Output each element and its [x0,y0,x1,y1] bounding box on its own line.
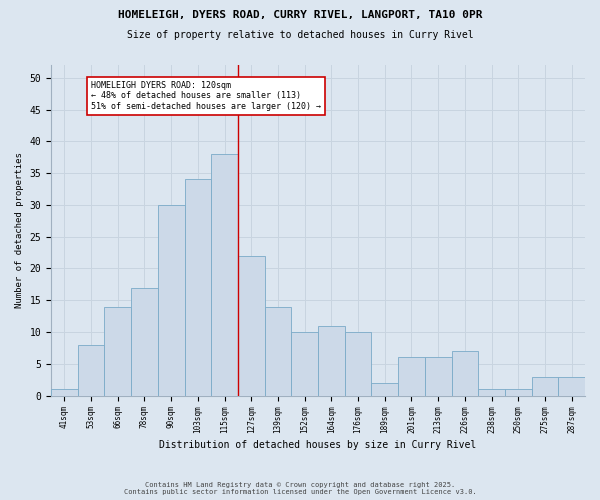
Text: Size of property relative to detached houses in Curry Rivel: Size of property relative to detached ho… [127,30,473,40]
Bar [78,344,104,396]
Bar [371,383,398,396]
X-axis label: Distribution of detached houses by size in Curry Rivel: Distribution of detached houses by size … [160,440,476,450]
Bar [398,358,425,396]
Bar [104,306,131,396]
Text: HOMELEIGH, DYERS ROAD, CURRY RIVEL, LANGPORT, TA10 0PR: HOMELEIGH, DYERS ROAD, CURRY RIVEL, LANG… [118,10,482,20]
Text: HOMELEIGH DYERS ROAD: 120sqm
← 48% of detached houses are smaller (113)
51% of s: HOMELEIGH DYERS ROAD: 120sqm ← 48% of de… [91,81,321,110]
Bar [51,389,78,396]
Bar [318,326,345,396]
Y-axis label: Number of detached properties: Number of detached properties [15,152,24,308]
Text: Contains HM Land Registry data © Crown copyright and database right 2025.
Contai: Contains HM Land Registry data © Crown c… [124,482,476,495]
Bar [478,389,505,396]
Bar [292,332,318,396]
Bar [185,180,211,396]
Bar [238,256,265,396]
Bar [505,389,532,396]
Bar [559,376,585,396]
Bar [345,332,371,396]
Bar [425,358,452,396]
Bar [532,376,559,396]
Bar [452,351,478,396]
Bar [265,306,292,396]
Bar [211,154,238,396]
Bar [158,205,185,396]
Bar [131,288,158,396]
